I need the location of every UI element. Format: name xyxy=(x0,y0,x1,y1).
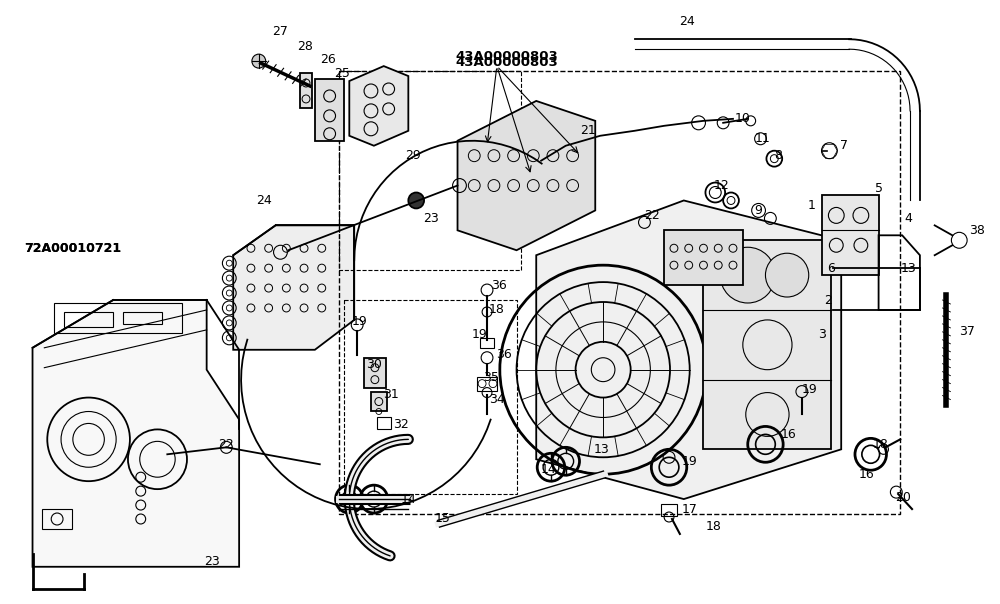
Bar xyxy=(661,504,677,516)
Bar xyxy=(703,240,831,449)
Bar xyxy=(123,312,162,324)
Bar xyxy=(371,391,387,411)
Text: 18: 18 xyxy=(489,303,505,316)
Bar xyxy=(344,300,517,494)
Bar xyxy=(64,312,113,327)
Text: 72A00010721: 72A00010721 xyxy=(24,242,121,255)
Polygon shape xyxy=(458,101,595,250)
Text: 10: 10 xyxy=(735,112,751,126)
Text: 24: 24 xyxy=(679,14,695,28)
Text: 43A00000803: 43A00000803 xyxy=(456,50,558,63)
Text: 2: 2 xyxy=(824,294,832,306)
Text: 36: 36 xyxy=(491,278,507,292)
Text: 30: 30 xyxy=(366,358,382,371)
Bar xyxy=(480,338,494,348)
Text: 19: 19 xyxy=(682,455,698,467)
Text: 19: 19 xyxy=(471,329,487,341)
Text: 22: 22 xyxy=(218,438,234,451)
Text: 19: 19 xyxy=(351,315,367,329)
Text: 31: 31 xyxy=(383,388,398,401)
Text: 34: 34 xyxy=(489,393,505,406)
Bar xyxy=(364,358,386,388)
Bar xyxy=(300,73,312,108)
Polygon shape xyxy=(349,66,408,146)
Text: 37: 37 xyxy=(959,326,975,338)
Text: 26: 26 xyxy=(320,53,336,66)
Circle shape xyxy=(720,247,775,303)
Bar xyxy=(477,377,497,391)
Text: 5: 5 xyxy=(875,182,883,195)
Text: 43A00000803: 43A00000803 xyxy=(456,56,558,69)
Text: 28: 28 xyxy=(297,40,313,53)
Text: 3: 3 xyxy=(818,329,825,341)
Text: 16: 16 xyxy=(780,428,796,441)
Text: 6: 6 xyxy=(827,262,835,275)
Text: 22: 22 xyxy=(644,209,660,222)
Text: 20: 20 xyxy=(895,490,911,504)
Text: 13: 13 xyxy=(593,443,609,456)
Text: 23: 23 xyxy=(423,212,439,225)
Text: 14: 14 xyxy=(541,463,557,476)
Polygon shape xyxy=(315,79,344,141)
Text: 29: 29 xyxy=(405,149,421,162)
Text: 13: 13 xyxy=(900,262,916,275)
Circle shape xyxy=(408,193,424,208)
Polygon shape xyxy=(536,201,841,499)
Bar xyxy=(339,71,521,270)
Text: 7: 7 xyxy=(840,140,848,152)
Polygon shape xyxy=(233,225,354,350)
Bar xyxy=(339,71,900,514)
Text: 72A00010721: 72A00010721 xyxy=(24,242,121,255)
Text: 38: 38 xyxy=(969,224,985,237)
Text: 18: 18 xyxy=(873,438,888,451)
Polygon shape xyxy=(33,300,239,567)
Text: 15: 15 xyxy=(435,513,451,525)
Bar xyxy=(54,303,182,333)
Text: 36: 36 xyxy=(496,349,512,361)
Text: 18: 18 xyxy=(705,521,721,533)
Text: 32: 32 xyxy=(393,418,408,431)
Text: 11: 11 xyxy=(755,132,770,145)
Circle shape xyxy=(765,253,809,297)
Circle shape xyxy=(252,54,266,68)
Text: 9: 9 xyxy=(755,204,763,217)
Text: 23: 23 xyxy=(204,555,219,568)
Text: 14: 14 xyxy=(400,493,416,506)
Text: 27: 27 xyxy=(273,25,288,38)
Bar xyxy=(377,417,391,429)
Text: 12: 12 xyxy=(713,179,729,192)
Bar xyxy=(822,196,879,275)
Text: 16: 16 xyxy=(859,467,875,481)
Text: 24: 24 xyxy=(256,194,272,207)
Text: 8: 8 xyxy=(774,149,782,162)
Text: 21: 21 xyxy=(580,124,596,137)
Bar xyxy=(664,230,743,285)
Text: 17: 17 xyxy=(682,503,698,516)
Text: 35: 35 xyxy=(483,371,499,384)
Text: 4: 4 xyxy=(904,212,912,225)
Text: 25: 25 xyxy=(334,66,350,80)
Text: 1: 1 xyxy=(808,199,816,212)
Bar xyxy=(42,509,72,529)
Text: 19: 19 xyxy=(802,383,818,396)
